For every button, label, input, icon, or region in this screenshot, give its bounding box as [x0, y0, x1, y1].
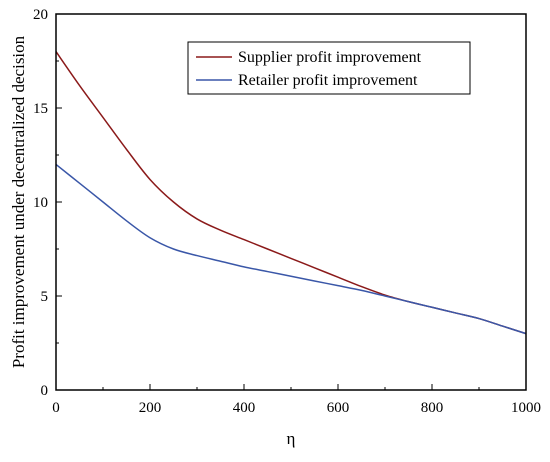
legend-label-supplier: Supplier profit improvement [238, 49, 422, 66]
x-axis-label: η [287, 429, 296, 448]
legend: Supplier profit improvement Retailer pro… [187, 41, 471, 95]
x-tick-label: 1000 [511, 400, 541, 416]
series-line-retailer [55, 163, 527, 335]
x-tick-label: 400 [233, 400, 256, 416]
x-tick-label: 600 [327, 400, 350, 416]
legend-label-retailer: Retailer profit improvement [238, 72, 418, 89]
series-layer [55, 51, 527, 335]
y-tick-label: 20 [33, 7, 48, 23]
x-tick-label: 800 [421, 400, 444, 416]
y-axis-label: Profit improvement under decentralized d… [9, 35, 28, 368]
x-tick-label: 0 [52, 400, 60, 416]
plot-frame [55, 13, 527, 391]
legend-box [187, 41, 471, 95]
y-tick-label: 10 [33, 195, 48, 211]
y-tick-label: 15 [33, 101, 48, 117]
y-tick-label: 5 [41, 289, 49, 305]
y-tick-label: 0 [41, 383, 49, 399]
x-tick-label: 200 [139, 400, 162, 416]
